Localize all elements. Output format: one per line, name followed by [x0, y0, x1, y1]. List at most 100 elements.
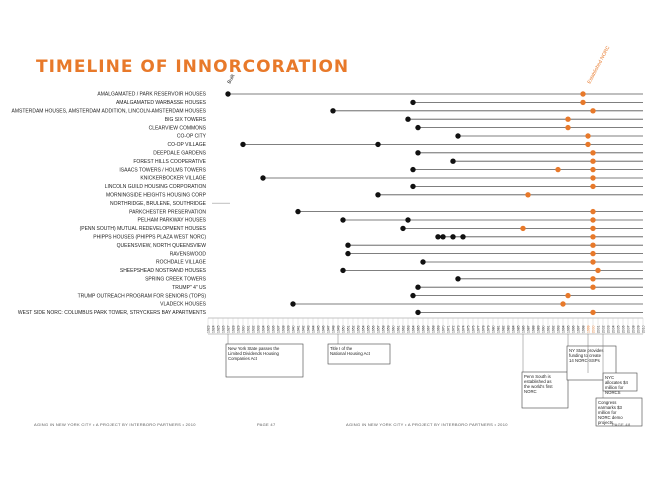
- annotation-box: [521, 371, 569, 409]
- x-tick-label: 2001: [596, 325, 600, 333]
- x-tick-label: 1951: [346, 325, 350, 333]
- norc-point: [590, 208, 596, 215]
- built-point: [225, 91, 231, 97]
- built-point: [455, 133, 461, 139]
- x-tick-label: 1939: [286, 325, 290, 333]
- x-tick-label: 1962: [401, 325, 405, 333]
- x-tick-label: 1947: [326, 325, 330, 333]
- x-tick-label: 1984: [511, 325, 515, 333]
- x-tick-label: 1929: [236, 325, 240, 333]
- built-point: [450, 158, 456, 164]
- x-tick-label: 1965: [416, 325, 420, 333]
- built-point: [455, 276, 461, 282]
- page-title: TIMELINE OF INNORCORATION: [36, 57, 350, 77]
- norc-point: [585, 133, 591, 139]
- x-tick-label: 2003: [606, 325, 610, 333]
- built-point: [405, 116, 411, 122]
- x-tick-label: 1942: [301, 325, 305, 333]
- built-point: [420, 259, 426, 265]
- norc-point: [590, 166, 596, 173]
- x-tick-label: 1978: [481, 325, 485, 333]
- x-tick-label: 1949: [336, 325, 340, 333]
- norc-point: [565, 116, 571, 122]
- row-label: FOREST HILLS COOPERATIVE: [133, 159, 206, 165]
- norc-point: [590, 250, 596, 257]
- x-tick-label: 1932: [251, 325, 255, 333]
- x-tick-label: 1923: [206, 325, 210, 333]
- row-label: CO-OP VILLAGE: [167, 142, 206, 148]
- x-tick-label: 1969: [436, 325, 440, 333]
- x-tick-label: 1967: [426, 325, 430, 333]
- built-point: [460, 234, 466, 240]
- built-point: [375, 192, 381, 198]
- annotation-text: NY State provides funding to create 14 NOR…: [569, 348, 604, 363]
- norc-point: [565, 292, 571, 299]
- row-label: DEEPDALE GARDENS: [153, 151, 206, 157]
- x-tick-label: 1994: [561, 325, 565, 333]
- row-label: NORTHRIDGE, BRULENE, SOUTHRIDGE: [110, 201, 207, 207]
- x-tick-label: 1971: [446, 325, 450, 333]
- x-tick-label: 1959: [386, 325, 390, 333]
- norc-point: [590, 242, 596, 248]
- x-tick-label: 1999: [586, 325, 590, 333]
- x-tick-label: 1976: [471, 325, 475, 333]
- built-point: [410, 292, 416, 299]
- x-tick-label: 1966: [421, 325, 425, 333]
- row-label: SPRING CREEK TOWERS: [145, 277, 207, 283]
- x-tick-label: 1982: [501, 325, 505, 333]
- row-label: VLADECK HOUSES: [160, 302, 207, 308]
- norc-point: [590, 175, 596, 181]
- row-label: AMALGAMATED WARBASSE HOUSES: [116, 100, 207, 106]
- x-tick-label: 1953: [356, 325, 360, 333]
- norc-point: [565, 124, 571, 131]
- annotation-box: [327, 343, 391, 365]
- x-tick-label: 1952: [351, 325, 355, 333]
- x-tick-label: 1985: [516, 325, 520, 333]
- annotation-text: New York State passes the Limited Dividen…: [228, 346, 280, 361]
- norc-point: [555, 166, 561, 173]
- norc-point: [580, 99, 586, 106]
- x-tick-label: 1977: [476, 325, 480, 333]
- built-point: [295, 208, 301, 215]
- x-tick-label: 1996: [571, 325, 575, 333]
- x-tick-label: 1936: [271, 325, 275, 333]
- row-label: KNICKERBOCKER VILLAGE: [140, 176, 206, 182]
- row-label: PHIPPS HOUSES (PHIPPS PLAZA WEST NORC): [93, 235, 206, 241]
- annotation-text: Penn South is established as the world's f…: [524, 374, 553, 394]
- norc-point: [590, 276, 596, 282]
- x-tick-label: 2000: [591, 325, 595, 333]
- x-tick-label: 1986: [521, 325, 525, 333]
- x-tick-label: 1926: [221, 325, 225, 333]
- built-point: [450, 234, 456, 240]
- x-tick-label: 1975: [466, 325, 470, 333]
- row-label: WEST SIDE NORC: COLUMBUS PARK TOWER, STR…: [18, 310, 207, 316]
- built-point: [400, 225, 406, 232]
- built-point: [260, 175, 266, 181]
- x-tick-label: 1930: [241, 325, 245, 333]
- norc-point: [590, 234, 596, 240]
- x-tick-label: 1983: [506, 325, 510, 333]
- footer-left-page: PAGE 47: [257, 422, 276, 427]
- built-point: [415, 284, 421, 290]
- x-tick-label: 1989: [536, 325, 540, 333]
- norc-point: [590, 108, 596, 114]
- x-tick-label: 1991: [546, 325, 550, 333]
- x-tick-label: 1979: [486, 325, 490, 333]
- norc-point: [590, 217, 596, 223]
- row-label: LINCOLN GUILD HOUSING CORPORATION: [105, 184, 207, 190]
- built-point: [415, 309, 421, 316]
- x-tick-label: 2006: [621, 325, 625, 333]
- x-tick-label: 1934: [261, 325, 265, 333]
- row-label: TRUMP OUTREACH PROGRAM FOR SENIORS (TOPS…: [78, 293, 207, 299]
- x-tick-label: 1974: [461, 325, 465, 333]
- x-tick-label: 2009: [636, 325, 640, 333]
- x-tick-label: 1980: [491, 325, 495, 333]
- norc-point: [580, 91, 586, 97]
- top-label-1: Established NORC: [586, 45, 611, 85]
- x-tick-label: 1927: [226, 325, 230, 333]
- x-tick-label: 1950: [341, 325, 345, 333]
- built-point: [410, 166, 416, 173]
- annotation-text: Title I of the National Housing Act: [330, 346, 371, 356]
- x-tick-label: 1933: [256, 325, 260, 333]
